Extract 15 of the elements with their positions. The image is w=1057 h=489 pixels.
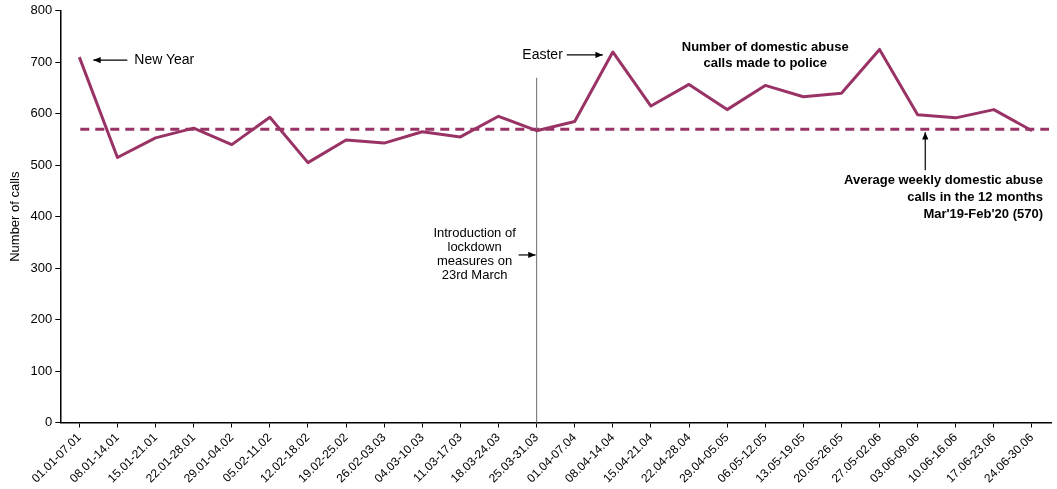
y-tick-label: 100 <box>30 362 53 378</box>
y-tick-label: 600 <box>30 105 53 121</box>
ref-line-label: Introduction of lockdown measures on 23rd March <box>433 225 517 283</box>
y-tick-label: 300 <box>30 259 53 275</box>
y-axis-title: Number of calls <box>7 171 23 262</box>
annotation: Easter <box>522 45 564 62</box>
series-label: Number of domestic abuse calls made to police <box>681 38 849 70</box>
annotation: New Year <box>134 50 195 67</box>
y-tick-label: 500 <box>30 156 53 172</box>
y-tick-label: 700 <box>30 53 53 69</box>
y-tick-label: 800 <box>30 2 53 18</box>
ref-line-label: Average weekly domestic abuse calls in the 12 months Mar'19-Feb'20 (570) <box>844 172 1043 222</box>
y-tick-label: 400 <box>30 208 53 224</box>
y-tick-label: 200 <box>30 311 53 327</box>
y-tick-label: 0 <box>45 414 53 430</box>
